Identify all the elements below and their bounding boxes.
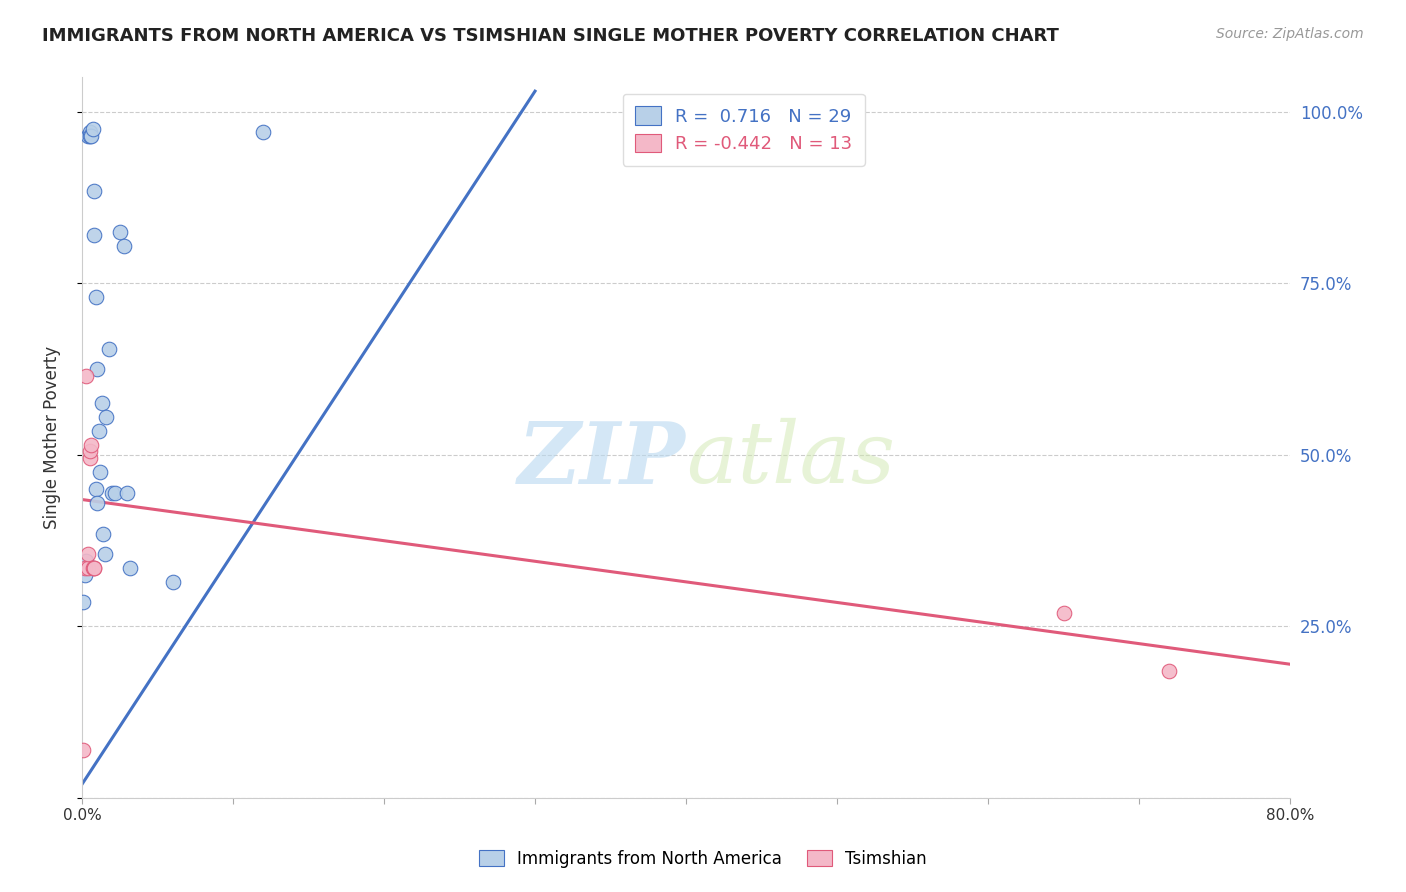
Point xyxy=(84,290,107,304)
Legend: R =  0.716   N = 29, R = -0.442   N = 13: R = 0.716 N = 29, R = -0.442 N = 13 xyxy=(623,94,865,166)
Point xyxy=(72,743,94,757)
Point xyxy=(79,128,101,143)
Point xyxy=(112,238,135,252)
Point xyxy=(90,396,112,410)
Point xyxy=(83,228,105,243)
Point xyxy=(93,548,115,562)
Text: atlas: atlas xyxy=(686,418,896,500)
Point xyxy=(82,561,104,575)
Point xyxy=(117,485,139,500)
Point xyxy=(98,342,121,356)
Point xyxy=(79,451,101,466)
Point xyxy=(83,184,105,198)
Y-axis label: Single Mother Poverty: Single Mother Poverty xyxy=(44,346,60,529)
Point xyxy=(162,574,184,589)
Point xyxy=(86,362,108,376)
Text: Source: ZipAtlas.com: Source: ZipAtlas.com xyxy=(1216,27,1364,41)
Point xyxy=(104,485,127,500)
Point xyxy=(76,554,98,568)
Point xyxy=(73,561,96,575)
Point xyxy=(101,485,124,500)
Point xyxy=(86,496,108,510)
Point xyxy=(94,410,117,425)
Point xyxy=(120,561,142,575)
Point xyxy=(77,128,100,143)
Point xyxy=(80,128,103,143)
Point xyxy=(84,482,107,496)
Point xyxy=(77,548,100,562)
Point xyxy=(87,424,110,438)
Point xyxy=(79,444,101,458)
Point xyxy=(91,526,114,541)
Point xyxy=(82,122,104,136)
Point xyxy=(80,437,103,451)
Point xyxy=(83,561,105,575)
Point xyxy=(89,465,111,479)
Text: IMMIGRANTS FROM NORTH AMERICA VS TSIMSHIAN SINGLE MOTHER POVERTY CORRELATION CHA: IMMIGRANTS FROM NORTH AMERICA VS TSIMSHI… xyxy=(42,27,1059,45)
Point xyxy=(72,595,94,609)
Point xyxy=(1159,664,1181,678)
Point xyxy=(1052,606,1074,620)
Point xyxy=(76,369,98,384)
Point xyxy=(108,225,131,239)
Point xyxy=(73,568,96,582)
Legend: Immigrants from North America, Tsimshian: Immigrants from North America, Tsimshian xyxy=(472,844,934,875)
Point xyxy=(83,561,105,575)
Point xyxy=(252,125,274,139)
Text: ZIP: ZIP xyxy=(519,417,686,501)
Point xyxy=(77,561,100,575)
Point xyxy=(79,125,101,139)
